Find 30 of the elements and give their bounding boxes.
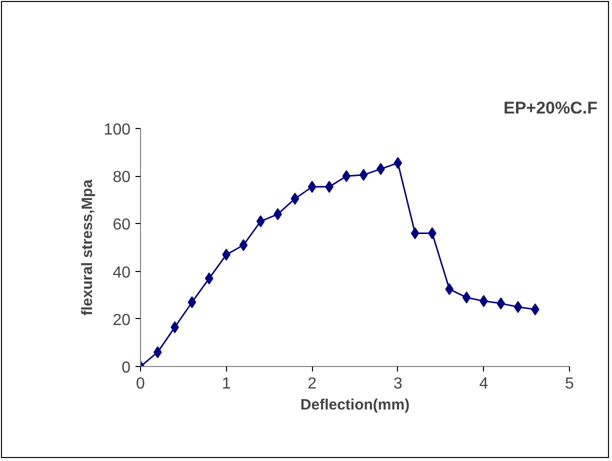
x-axis-title: Deflection(mm) xyxy=(300,396,410,414)
y-tick-label: 100 xyxy=(104,122,131,138)
y-axis-title: flexural stress,Mpa xyxy=(78,178,96,316)
point xyxy=(514,301,522,313)
y-tick-label: 0 xyxy=(122,360,131,376)
y-tick-label: 20 xyxy=(112,312,131,329)
point xyxy=(239,239,248,252)
y-tick-label: 40 xyxy=(112,264,131,282)
x-tick-label: 2 xyxy=(308,376,317,392)
x-tick-label: 0 xyxy=(136,376,146,392)
y-tick-label: 80 xyxy=(112,169,131,186)
point xyxy=(342,170,351,182)
y-tick-label: 60 xyxy=(112,216,131,234)
point xyxy=(256,215,265,228)
point xyxy=(462,291,471,304)
x-tick-label: 4 xyxy=(479,376,488,392)
point xyxy=(290,192,300,205)
chart-title: EP+20%C.F xyxy=(503,98,598,118)
point xyxy=(410,227,420,240)
point xyxy=(153,346,162,358)
point xyxy=(496,297,506,310)
point xyxy=(308,180,316,193)
point xyxy=(394,157,402,170)
x-tick-label: 5 xyxy=(565,376,574,392)
point xyxy=(359,168,368,181)
point xyxy=(188,296,196,308)
point xyxy=(204,272,214,284)
x-tick-label: 3 xyxy=(393,376,402,392)
point xyxy=(445,283,454,296)
x-tick-label: 1 xyxy=(222,376,231,392)
